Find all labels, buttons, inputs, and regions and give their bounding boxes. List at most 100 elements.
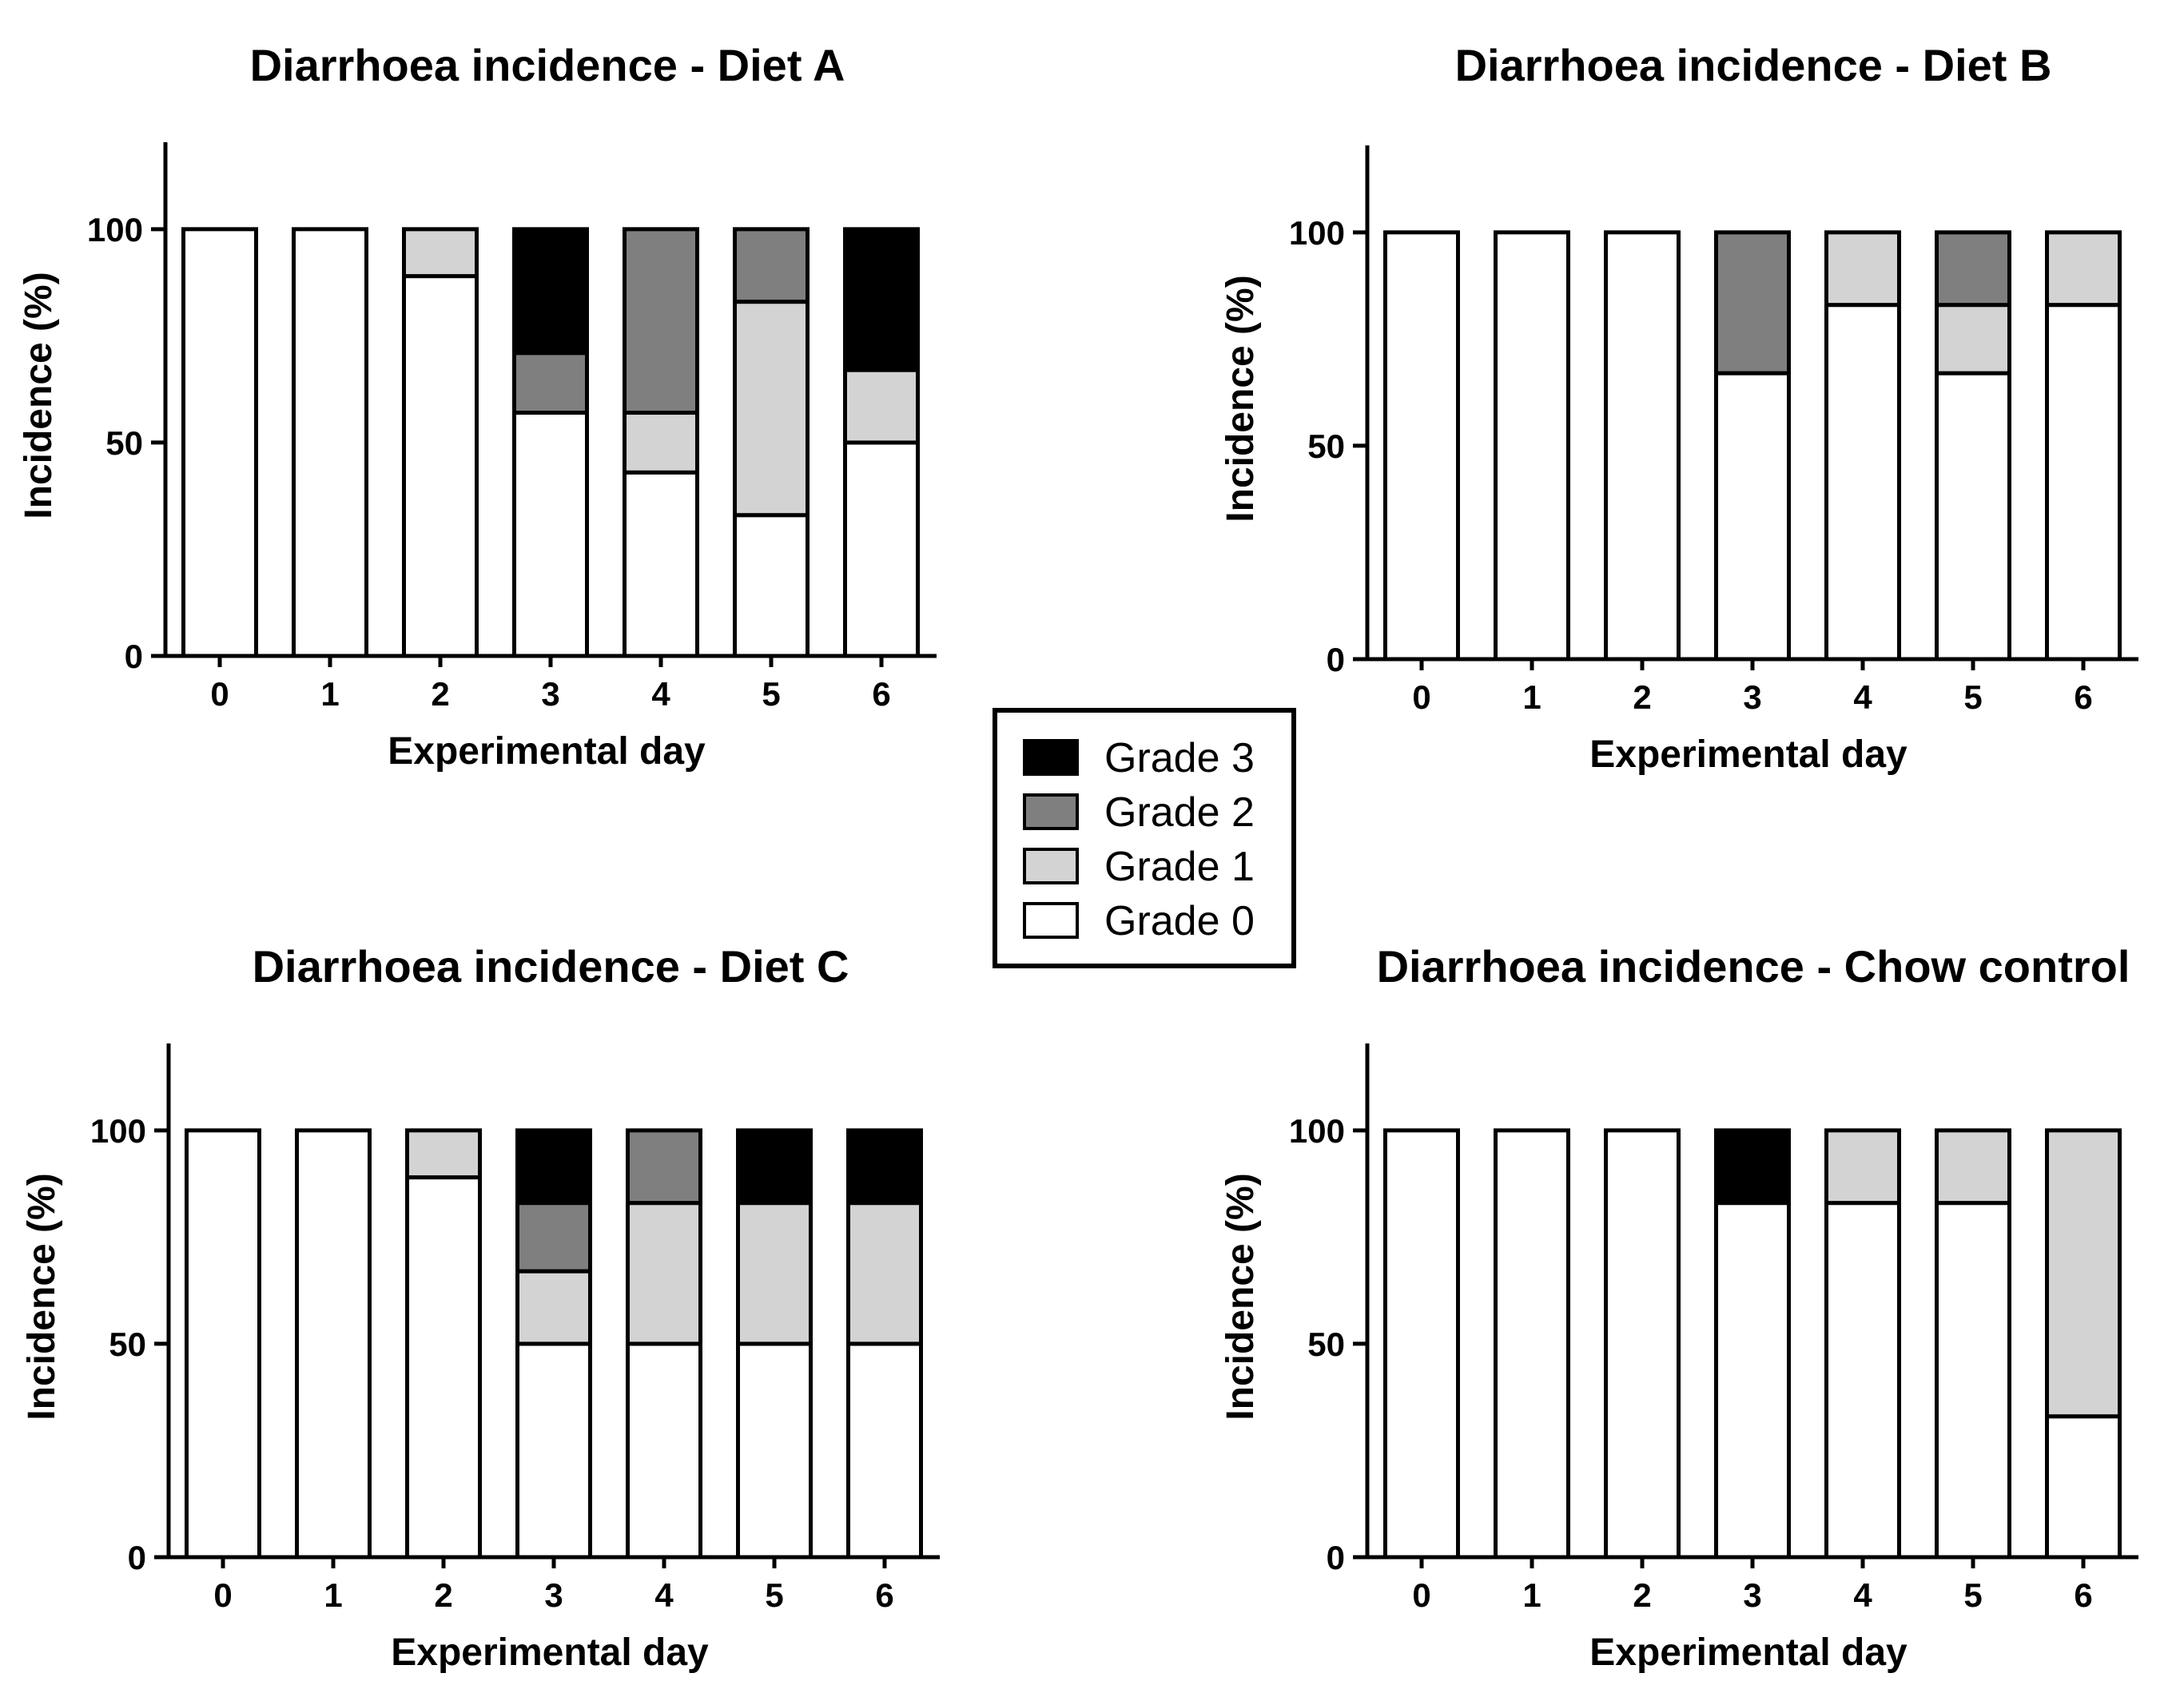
x-axis-label: Experimental day — [1589, 733, 1908, 776]
panel-diet-b: Diarrhoea incidence - Diet B Incidence (… — [1219, 40, 2138, 776]
plot-area: 0 1 2 3 4 5 6 0 50 100 — [1289, 1043, 2138, 1614]
legend-entry-grade-0: Grade 0 — [1023, 898, 1255, 944]
y-tick-label: 50 — [105, 424, 143, 462]
panel-chow-control: Diarrhoea incidence - Chow control Incid… — [1219, 941, 2138, 1674]
panel-diet-a: Diarrhoea incidence - Diet A Incidence (… — [18, 40, 937, 773]
bar-segment-grade-0 — [1604, 1128, 1681, 1560]
bar-segment-grade-0 — [1383, 1128, 1460, 1560]
x-tick-label: 0 — [1412, 1576, 1430, 1614]
y-tick-label: 100 — [1289, 1112, 1345, 1150]
y-axis-label: Incidence (%) — [21, 1173, 63, 1420]
x-tick-label: 4 — [1853, 678, 1872, 716]
legend-entry-grade-2: Grade 2 — [1023, 789, 1255, 836]
x-tick-label: 2 — [434, 1576, 452, 1614]
x-tick-label: 3 — [1743, 1576, 1761, 1614]
bar-segment-grade-0 — [623, 470, 699, 658]
bar-segment-grade-1 — [2045, 1128, 2122, 1419]
legend-swatch — [1023, 902, 1079, 939]
bar-segment-grade-0 — [2045, 1414, 2122, 1560]
legend-swatch — [1023, 793, 1079, 830]
legend-swatch — [1023, 848, 1079, 884]
bar-segment-grade-0 — [1824, 303, 1901, 662]
x-tick-label: 6 — [875, 1576, 893, 1614]
bar-segment-grade-1 — [2045, 230, 2122, 308]
x-tick-label: 3 — [1743, 678, 1761, 716]
x-tick-label: 0 — [1412, 678, 1430, 716]
y-tick-label: 100 — [90, 1112, 146, 1150]
y-tick-label: 100 — [87, 211, 143, 248]
bar-segment-grade-0 — [1604, 230, 1681, 662]
x-tick-label: 6 — [872, 675, 890, 713]
bar-segment-grade-0 — [1824, 1201, 1901, 1560]
x-tick-label: 4 — [651, 675, 670, 713]
bar-segment-grade-0 — [292, 227, 368, 658]
bar-segment-grade-0 — [2045, 303, 2122, 662]
bar-segment-grade-2 — [512, 351, 589, 415]
y-tick-label: 0 — [125, 638, 143, 675]
y-axis-label: Incidence (%) — [1219, 275, 1262, 522]
bar-segment-grade-2 — [733, 227, 810, 304]
bar-segment-grade-3 — [736, 1128, 813, 1206]
x-tick-label: 5 — [1963, 678, 1982, 716]
bar-segment-grade-0 — [1383, 230, 1460, 662]
bar-segment-grade-1 — [733, 300, 810, 518]
y-tick-label: 50 — [1307, 427, 1345, 465]
bar-segment-grade-0 — [402, 274, 479, 658]
bar-segment-grade-0 — [1494, 230, 1570, 662]
y-tick-label: 0 — [1327, 641, 1345, 678]
bar-segment-grade-0 — [515, 1341, 592, 1560]
x-tick-label: 5 — [1963, 1576, 1982, 1614]
plot-area: 0 1 2 3 4 5 6 0 50 100 — [90, 1043, 940, 1614]
bar-segment-grade-0 — [181, 227, 258, 658]
bar-segment-grade-0 — [1935, 371, 2011, 662]
x-axis-label: Experimental day — [388, 730, 706, 773]
bar-segment-grade-3 — [515, 1128, 592, 1206]
bar-segment-grade-0 — [512, 411, 589, 658]
y-tick-label: 0 — [1327, 1539, 1345, 1576]
bar-segment-grade-1 — [736, 1201, 813, 1346]
panel-diet-c: Diarrhoea incidence - Diet C Incidence (… — [21, 941, 940, 1674]
bar-segment-grade-3 — [843, 227, 920, 372]
bar-segment-grade-0 — [843, 440, 920, 658]
x-tick-label: 2 — [1633, 1576, 1651, 1614]
x-tick-label: 2 — [431, 675, 449, 713]
x-tick-label: 1 — [320, 675, 339, 713]
chart-title: Diarrhoea incidence - Diet B — [1455, 40, 2052, 90]
x-tick-label: 1 — [1522, 678, 1541, 716]
bar-segment-grade-0 — [736, 1341, 813, 1560]
y-axis-label: Incidence (%) — [1219, 1173, 1262, 1420]
bar-segment-grade-0 — [626, 1341, 702, 1560]
y-tick-label: 0 — [128, 1539, 146, 1576]
bar-segment-grade-1 — [1824, 230, 1901, 308]
bar-segment-grade-1 — [515, 1269, 592, 1346]
x-tick-label: 3 — [544, 1576, 563, 1614]
bar-segment-grade-0 — [1714, 371, 1791, 662]
chart-title: Diarrhoea incidence - Chow control — [1377, 941, 2130, 992]
y-tick-label: 50 — [109, 1325, 146, 1363]
x-tick-label: 3 — [541, 675, 559, 713]
legend-swatch — [1023, 739, 1079, 776]
chart-title: Diarrhoea incidence - Diet C — [253, 941, 849, 992]
bar-segment-grade-0 — [1714, 1201, 1791, 1560]
bar-segment-grade-0 — [405, 1175, 482, 1560]
bar-segment-grade-1 — [1935, 1128, 2011, 1206]
legend: Grade 3 Grade 2 Grade 1 Grade 0 — [993, 708, 1296, 968]
bar-segment-grade-1 — [843, 368, 920, 445]
legend-label: Grade 3 — [1104, 735, 1255, 781]
bar-segment-grade-0 — [1494, 1128, 1570, 1560]
bar-segment-grade-0 — [185, 1128, 261, 1560]
x-tick-label: 5 — [765, 1576, 783, 1614]
chart-title: Diarrhoea incidence - Diet A — [250, 40, 845, 90]
bar-segment-grade-3 — [846, 1128, 923, 1206]
x-tick-label: 4 — [654, 1576, 674, 1614]
bar-segment-grade-1 — [846, 1201, 923, 1346]
plot-area: 0 1 2 3 4 5 6 0 50 100 — [1289, 145, 2138, 716]
x-tick-label: 1 — [1522, 1576, 1541, 1614]
bar-segment-grade-1 — [402, 227, 479, 279]
bar-segment-grade-2 — [1935, 230, 2011, 308]
legend-label: Grade 2 — [1104, 789, 1255, 836]
bar-segment-grade-2 — [515, 1201, 592, 1274]
x-axis-label: Experimental day — [391, 1631, 709, 1674]
x-tick-label: 1 — [324, 1576, 342, 1614]
